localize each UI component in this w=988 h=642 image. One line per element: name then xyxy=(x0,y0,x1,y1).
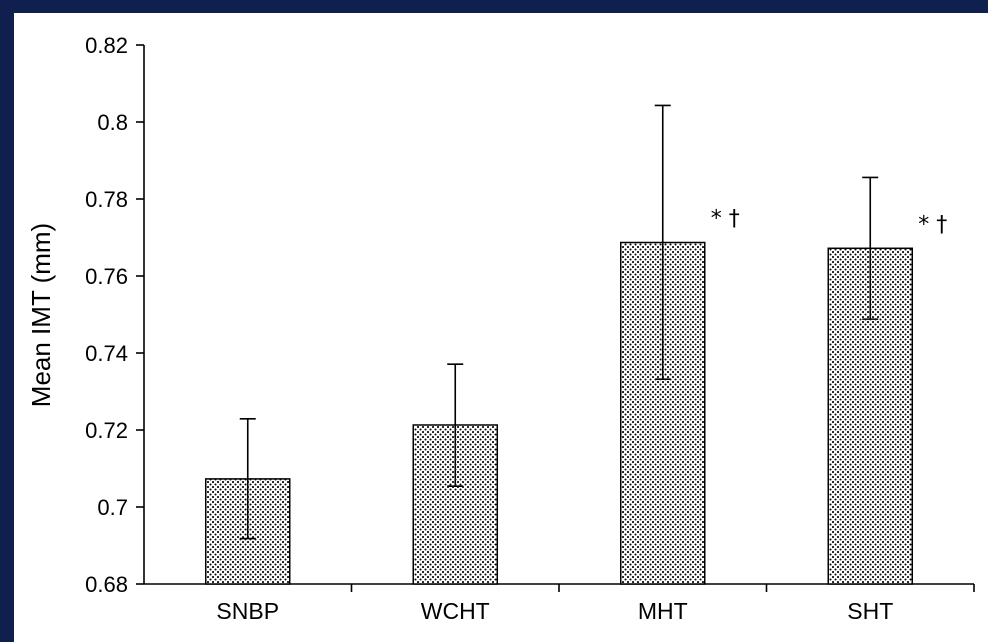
y-axis: 0.68 0.7 0.72 0.74 0.76 0.78 0.8 0.82 xyxy=(85,33,145,597)
chart-frame: Mean IMT (mm) 0.68 0.7 0.72 0.74 0.76 0.78 0.8… xyxy=(14,13,988,642)
bars: * † * † xyxy=(205,104,947,585)
significance-marker: * † xyxy=(918,212,947,237)
x-tick-label: WCHT xyxy=(421,598,490,624)
y-tick-label: 0.78 xyxy=(85,187,128,212)
y-tick-label: 0.72 xyxy=(85,418,128,443)
x-tick-label: SHT xyxy=(847,598,893,624)
y-tick-label: 0.82 xyxy=(85,33,128,58)
y-axis-title: Mean IMT (mm) xyxy=(26,223,56,407)
y-tick-label: 0.7 xyxy=(97,495,128,520)
x-tick-label: MHT xyxy=(638,598,688,624)
y-tick-label: 0.76 xyxy=(85,264,128,289)
significance-marker: * † xyxy=(711,207,740,232)
y-tick-label: 0.8 xyxy=(97,110,128,135)
y-tick-label: 0.68 xyxy=(85,572,128,597)
x-axis: SNBP WCHT MHT SHT xyxy=(144,583,975,624)
bar-chart: Mean IMT (mm) 0.68 0.7 0.72 0.74 0.76 0.78 0.8… xyxy=(26,33,975,624)
y-tick-label: 0.74 xyxy=(85,341,128,366)
x-tick-label: SNBP xyxy=(216,598,279,624)
